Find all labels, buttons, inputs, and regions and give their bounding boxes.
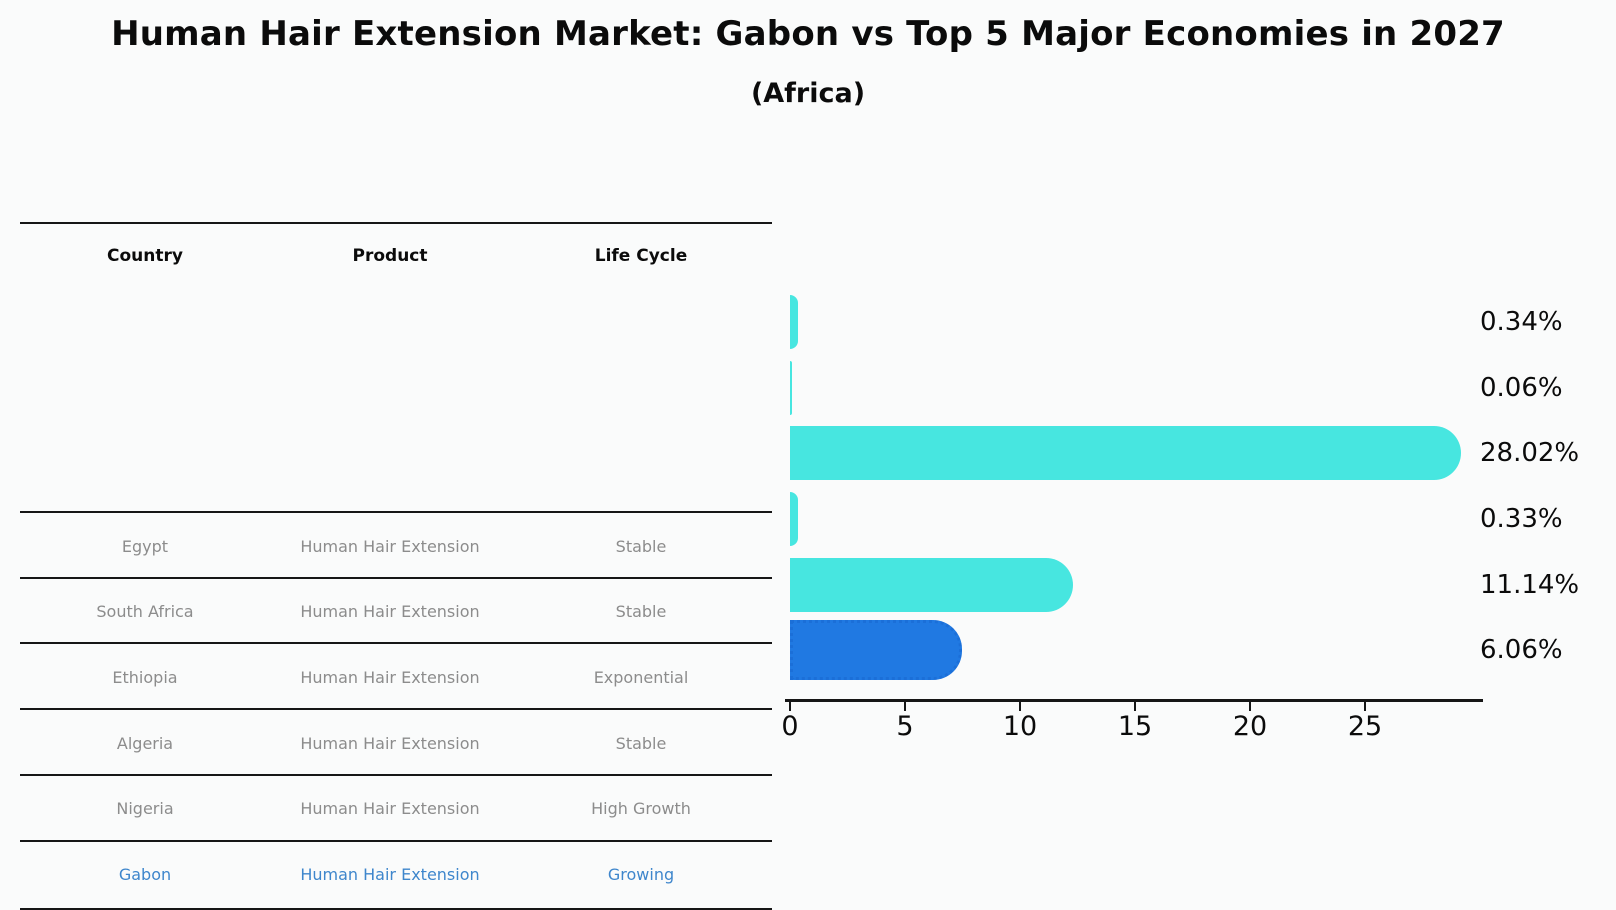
x-axis-tick-10	[1019, 702, 1021, 711]
table-row-algeria: Algeria Human Hair Extension Stable	[20, 708, 772, 776]
country-cell: Nigeria	[116, 799, 174, 819]
country-cell: Egypt	[121, 536, 169, 556]
x-axis-tick-0	[789, 702, 791, 711]
x-axis-tick-label-25: 25	[1347, 711, 1383, 742]
table-row-egypt: Egypt Human Hair Extension Stable	[20, 511, 772, 579]
column-header-product: Product	[352, 245, 428, 266]
x-axis-tick-label-0: 0	[781, 711, 799, 742]
country-cell: Gabon	[118, 865, 172, 884]
bar-gabon	[790, 620, 963, 681]
x-axis-tick-20	[1249, 702, 1251, 711]
table-row-nigeria: Nigeria Human Hair Extension High Growth	[20, 773, 772, 842]
life-cycle-cell: Stable	[615, 733, 667, 753]
product-cell: Human Hair Extension	[300, 799, 480, 819]
life-cycle-cell: Growing	[607, 865, 675, 884]
product-cell: Human Hair Extension	[300, 733, 480, 753]
value-label-gabon: 6.06%	[1480, 635, 1563, 666]
x-axis-tick-label-5: 5	[896, 711, 914, 742]
value-label-nigeria: 11.14%	[1480, 569, 1580, 600]
bar-south-africa	[790, 360, 792, 415]
product-cell: Human Hair Extension	[300, 602, 480, 622]
country-cell: Algeria	[116, 733, 174, 753]
product-cell: Human Hair Extension	[300, 536, 480, 556]
life-cycle-cell: High Growth	[591, 799, 691, 819]
x-axis-tick-label-20: 20	[1232, 711, 1268, 742]
chart-figure: Human Hair Extension Market: Gabon vs To…	[20, 14, 1580, 910]
x-axis-tick-label-10: 10	[1002, 711, 1038, 742]
product-cell: Human Hair Extension	[300, 865, 480, 884]
x-axis-tick-15	[1134, 702, 1136, 711]
life-cycle-cell: Exponential	[593, 667, 689, 687]
column-header-country: Country	[107, 245, 183, 266]
table-row-gabon: Gabon Human Hair Extension Growing	[20, 839, 772, 910]
x-axis-tick-25	[1364, 702, 1366, 711]
table-row-ethiopia: Ethiopia Human Hair Extension Exponential	[20, 642, 772, 710]
country-cell: Ethiopia	[112, 667, 178, 687]
x-axis-line	[785, 699, 1483, 702]
page-subtitle: (Africa)	[750, 78, 866, 109]
column-header-life-cycle: Life Cycle	[594, 245, 688, 266]
country-cell: South Africa	[96, 602, 194, 622]
life-cycle-cell: Stable	[615, 602, 667, 622]
page-title: Human Hair Extension Market: Gabon vs To…	[111, 14, 1505, 54]
bar-nigeria	[790, 557, 1074, 612]
life-cycle-cell: Stable	[615, 536, 667, 556]
bar-ethiopia	[790, 426, 1462, 481]
value-label-egypt: 0.34%	[1480, 306, 1563, 337]
table-row-south-africa: South Africa Human Hair Extension Stable	[20, 576, 772, 645]
value-label-south-africa: 0.06%	[1480, 372, 1563, 403]
value-label-algeria: 0.33%	[1480, 503, 1563, 534]
bar-egypt	[790, 294, 798, 349]
x-axis-tick-label-15: 15	[1117, 711, 1153, 742]
product-cell: Human Hair Extension	[300, 667, 480, 687]
x-axis-tick-5	[904, 702, 906, 711]
bar-algeria	[790, 491, 798, 546]
table-header-row: Country Product Life Cycle	[20, 222, 772, 289]
value-label-ethiopia: 28.02%	[1480, 438, 1580, 469]
table-top-border	[20, 222, 772, 224]
